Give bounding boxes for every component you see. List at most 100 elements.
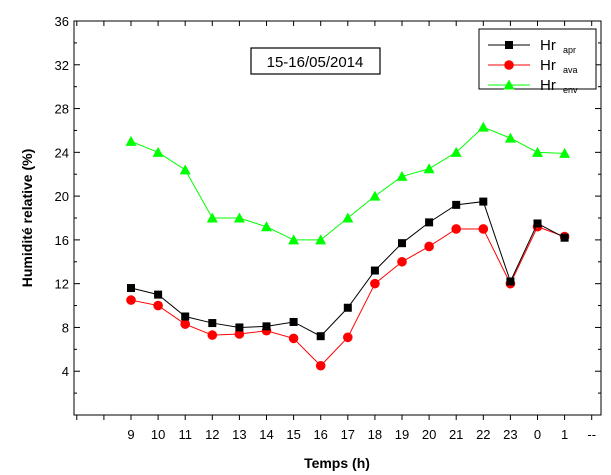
data-point-env [559, 147, 571, 158]
series-ava [126, 221, 570, 371]
data-point-ava [288, 333, 299, 344]
data-point-env [315, 234, 327, 245]
y-axis-ticks: 4 8 12 16 20 24 28 32 36 [55, 14, 601, 394]
date-annotation: 15-16/05/2014 [250, 47, 381, 75]
data-point-ava [343, 332, 353, 343]
x-tick-label: 1 [561, 427, 568, 442]
legend-label-apr: Hr [540, 37, 556, 54]
data-point-ava [397, 256, 407, 267]
legend-label-env: Hr [540, 77, 556, 94]
legend-sub-apr: apr [563, 45, 576, 55]
series-layer [125, 121, 571, 371]
x-tick-label: 0 [534, 427, 541, 442]
data-point-apr [181, 312, 190, 321]
series-apr [127, 197, 569, 341]
data-point-env [504, 132, 516, 143]
x-tick-label-trailing: -- [587, 427, 596, 442]
x-tick-label: 21 [449, 427, 463, 442]
data-point-apr [479, 197, 488, 206]
y-tick-label: 8 [62, 320, 69, 335]
x-tick-label: 14 [259, 427, 273, 442]
x-axis-title: Temps (h) [304, 455, 370, 471]
data-point-env [477, 121, 489, 132]
x-axis-ticks: 9 10 11 12 13 14 15 16 17 18 19 20 21 22 23 0 1 -- [76, 21, 596, 442]
data-point-apr [560, 233, 569, 242]
x-tick-label: 9 [127, 427, 134, 442]
data-point-env [125, 135, 137, 146]
data-point-env [532, 146, 543, 157]
x-tick-label: 23 [503, 427, 517, 442]
y-tick-label: 36 [55, 14, 69, 29]
y-tick-label: 4 [62, 364, 69, 379]
data-point-ava [451, 224, 462, 234]
y-tick-label: 32 [55, 58, 69, 73]
legend-item-apr: Hr apr [488, 37, 576, 55]
data-point-env [261, 221, 272, 232]
data-point-env [369, 190, 381, 201]
data-point-apr [154, 290, 163, 299]
date-annotation-text: 15-16/05/2014 [267, 54, 364, 71]
data-point-env [233, 212, 245, 223]
data-point-apr [533, 219, 542, 228]
x-tick-label: 16 [313, 427, 327, 442]
series-line-env [130, 126, 565, 241]
y-tick-label: 28 [55, 102, 69, 117]
y-tick-label: 24 [55, 145, 69, 160]
data-point-env [152, 146, 164, 157]
legend-sub-ava: ava [563, 65, 578, 75]
data-point-env [423, 163, 435, 174]
y-axis-title: Humidité relative (%) [19, 149, 35, 287]
data-point-ava [153, 300, 163, 311]
data-point-apr [262, 322, 271, 331]
data-point-ava [370, 278, 380, 289]
data-point-ava [424, 241, 434, 252]
data-point-apr [343, 303, 352, 312]
x-tick-label: 13 [232, 427, 246, 442]
data-point-apr [425, 218, 434, 227]
x-tick-label: 17 [341, 427, 355, 442]
y-tick-label: 20 [55, 189, 69, 204]
data-point-apr [452, 200, 461, 209]
data-point-env [179, 164, 191, 175]
x-tick-label: 15 [286, 427, 300, 442]
data-point-apr [289, 317, 298, 326]
data-point-apr [127, 284, 135, 293]
data-point-apr [208, 319, 217, 328]
data-point-env [206, 212, 218, 223]
legend-box [478, 28, 597, 90]
data-point-apr [235, 323, 244, 332]
date-annotation-box [250, 47, 381, 75]
data-point-env [396, 170, 408, 181]
data-point-ava [126, 295, 136, 305]
x-tick-label: 12 [205, 427, 219, 442]
data-point-env [288, 234, 300, 245]
data-point-ava [180, 319, 190, 329]
x-tick-label: 11 [178, 427, 192, 442]
legend-item-env: Hr env [488, 77, 578, 95]
data-point-apr [398, 239, 406, 248]
data-point-ava [315, 360, 326, 371]
legend-marker-env [503, 79, 515, 90]
series-env [125, 121, 571, 245]
data-point-ava [234, 329, 245, 339]
data-point-apr [506, 277, 515, 286]
legend-marker-ava [504, 60, 514, 70]
x-tick-label: 22 [476, 427, 490, 442]
y-tick-label: 12 [55, 277, 69, 292]
series-line-ava [130, 226, 565, 367]
legend-label-ava: Hr [540, 57, 556, 74]
x-tick-label: 18 [368, 427, 382, 442]
data-point-ava [207, 330, 218, 340]
x-tick-label: 10 [151, 427, 165, 442]
legend-item-ava: Hr ava [488, 57, 578, 75]
data-point-apr [316, 332, 325, 341]
data-point-apr [370, 266, 379, 275]
data-point-env [342, 212, 354, 223]
data-point-env [450, 146, 462, 157]
x-tick-label: 20 [422, 427, 436, 442]
legend-sub-env: env [563, 85, 578, 95]
x-tick-label: 19 [395, 427, 409, 442]
data-point-ava [478, 224, 489, 234]
